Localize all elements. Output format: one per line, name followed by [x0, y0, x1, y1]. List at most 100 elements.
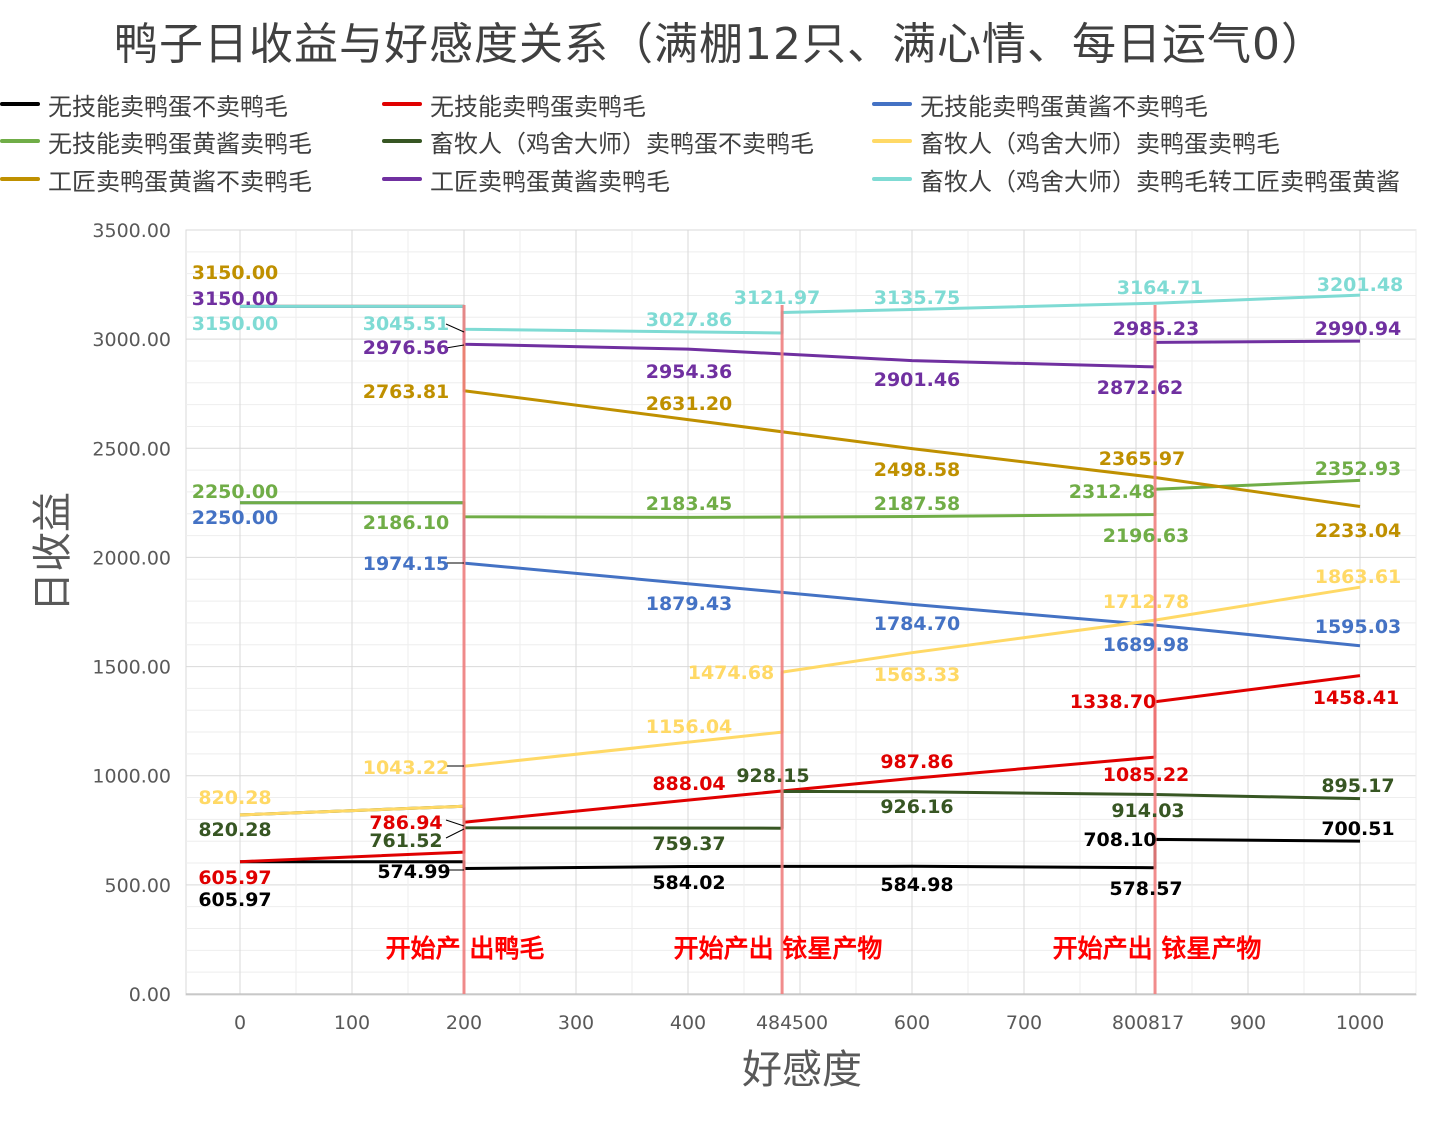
- y-tick-label: 1500.00: [92, 657, 171, 679]
- legend-swatch: [0, 102, 40, 106]
- data-label: 1563.33: [874, 664, 961, 686]
- data-label: 2186.10: [363, 512, 450, 534]
- annotation-label: 开始产出 铱星产物: [674, 934, 883, 963]
- data-label: 2183.45: [646, 493, 733, 515]
- leader-line: [445, 819, 465, 827]
- legend-label: 无技能卖鸭蛋不卖鸭毛: [48, 92, 288, 121]
- data-label: 3150.00: [192, 262, 279, 284]
- data-label: 1595.03: [1315, 616, 1402, 638]
- x-tick-label: 817: [1148, 1012, 1184, 1034]
- y-tick-label: 0.00: [129, 984, 171, 1006]
- legend-label: 无技能卖鸭蛋黄酱不卖鸭毛: [920, 92, 1208, 121]
- x-tick-label: 300: [558, 1012, 594, 1034]
- data-label: 2985.23: [1113, 318, 1200, 340]
- legend-swatch: [872, 177, 912, 181]
- legend-item: 工匠卖鸭蛋黄酱卖鸭毛: [382, 161, 670, 197]
- data-label: 1879.43: [646, 593, 733, 615]
- data-label: 3164.71: [1117, 277, 1204, 299]
- y-tick-label: 2500.00: [92, 438, 171, 460]
- legend-item: 无技能卖鸭蛋卖鸭毛: [382, 86, 646, 122]
- data-labels: 3150.00 3150.00 3150.00 3045.51 3027.863121.…: [192, 262, 1404, 911]
- y-tick-label: 500.00: [105, 875, 171, 897]
- legend-swatch: [0, 177, 40, 181]
- data-label: 1458.41: [1313, 687, 1400, 709]
- legend-item: 工匠卖鸭蛋黄酱不卖鸭毛: [0, 161, 312, 197]
- data-label: 2872.62: [1097, 377, 1184, 399]
- data-label: 1784.70: [874, 613, 961, 635]
- axes: 0.00 500.00 1000.00 1500.00 2000.00 2500.00 30…: [92, 220, 1416, 1034]
- x-tick-label: 500: [792, 1012, 828, 1034]
- x-tick-label: 700: [1006, 1012, 1042, 1034]
- data-label: 3201.48: [1317, 274, 1404, 296]
- legend-label: 畜牧人（鸡舍大师）卖鸭毛转工匠卖鸭蛋黄酱: [920, 167, 1400, 196]
- data-label: 3135.75: [874, 287, 961, 309]
- data-label: 2976.56: [363, 337, 450, 359]
- data-label: 605.97: [198, 867, 271, 889]
- data-label: 1863.61: [1315, 566, 1402, 588]
- data-label: 2631.20: [646, 393, 733, 415]
- y-axis-title: 日收益: [30, 492, 76, 612]
- data-label: 2990.94: [1315, 318, 1402, 340]
- data-label: 1689.98: [1103, 634, 1190, 656]
- data-label: 895.17: [1321, 775, 1394, 797]
- y-tick-label: 3000.00: [92, 329, 171, 351]
- x-tick-label: 600: [894, 1012, 930, 1034]
- annotations: 开始产 出鸭毛 开始产出 铱星产物 开始产出 铱星产物: [386, 934, 1262, 963]
- legend-item: 无技能卖鸭蛋黄酱不卖鸭毛: [872, 86, 1208, 122]
- x-tick-label: 200: [446, 1012, 482, 1034]
- legend-swatch: [382, 102, 422, 106]
- data-label: 3121.97: [734, 287, 821, 309]
- chart-title: 鸭子日收益与好感度关系（满棚12只、满心情、每日运气0）: [114, 19, 1326, 70]
- data-label: 820.28: [198, 787, 271, 809]
- data-label: 1338.70: [1070, 691, 1157, 713]
- data-label: 1156.04: [646, 716, 733, 738]
- leader-line: [445, 344, 465, 349]
- data-label: 584.02: [652, 872, 725, 894]
- x-axis-title: 好感度: [742, 1047, 862, 1093]
- data-label: 1474.68: [688, 662, 775, 684]
- x-tick-label: 900: [1230, 1012, 1266, 1034]
- legend-swatch: [382, 139, 422, 143]
- data-label: 761.52: [369, 830, 442, 852]
- leader-line: [445, 323, 465, 333]
- data-label: 2233.04: [1315, 520, 1402, 542]
- data-label: 2312.48: [1069, 481, 1156, 503]
- y-tick-label: 2000.00: [92, 547, 171, 569]
- x-tick-label: 484: [756, 1012, 792, 1034]
- data-label: 1043.22: [363, 757, 450, 779]
- legend-label: 无技能卖鸭蛋黄酱卖鸭毛: [48, 129, 312, 158]
- legend-swatch: [872, 102, 912, 106]
- data-label: 2498.58: [874, 459, 961, 481]
- data-label: 926.16: [880, 796, 953, 818]
- data-label: 2250.00: [192, 507, 279, 529]
- legend: 无技能卖鸭蛋不卖鸭毛 无技能卖鸭蛋卖鸭毛 无技能卖鸭蛋黄酱不卖鸭毛无技能卖鸭蛋黄酱卖…: [0, 86, 1440, 198]
- x-tick-label: 800: [1112, 1012, 1148, 1034]
- data-label: 3045.51: [363, 313, 450, 335]
- data-label: 3150.00: [192, 313, 279, 335]
- threshold-layer: [462, 305, 1157, 994]
- y-tick-label: 1000.00: [92, 766, 171, 788]
- data-label: 1712.78: [1103, 591, 1190, 613]
- x-tick-label: 0: [234, 1012, 246, 1034]
- data-label: 2901.46: [874, 369, 961, 391]
- legend-swatch: [872, 139, 912, 143]
- data-label: 2187.58: [874, 493, 961, 515]
- data-label: 708.10: [1083, 829, 1156, 851]
- legend-item: 无技能卖鸭蛋不卖鸭毛: [0, 86, 288, 122]
- x-tick-label: 1000: [1336, 1012, 1384, 1034]
- data-label: 2365.97: [1099, 448, 1186, 470]
- data-label: 759.37: [652, 833, 725, 855]
- data-label: 914.03: [1111, 800, 1184, 822]
- x-tick-label: 400: [670, 1012, 706, 1034]
- data-label: 1085.22: [1103, 764, 1190, 786]
- data-label: 2763.81: [363, 381, 450, 403]
- legend-item: 畜牧人（鸡舍大师）卖鸭毛转工匠卖鸭蛋黄酱: [872, 161, 1400, 197]
- legend-swatch: [382, 177, 422, 181]
- legend-label: 畜牧人（鸡舍大师）卖鸭蛋不卖鸭毛: [430, 129, 814, 158]
- data-label: 574.99: [377, 861, 450, 883]
- data-label: 605.97: [198, 889, 271, 911]
- x-tick-label: 100: [334, 1012, 370, 1034]
- data-label: 820.28: [198, 819, 271, 841]
- data-label: 2352.93: [1315, 458, 1402, 480]
